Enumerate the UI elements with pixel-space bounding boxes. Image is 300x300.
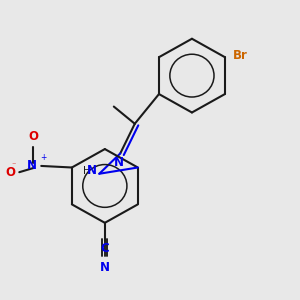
- Text: N: N: [87, 164, 97, 177]
- Text: N: N: [100, 261, 110, 274]
- Text: O: O: [28, 130, 38, 143]
- Text: Br: Br: [233, 49, 248, 62]
- Text: ⁻: ⁻: [12, 161, 16, 170]
- Text: O: O: [5, 166, 15, 179]
- Text: +: +: [40, 153, 46, 162]
- Text: N: N: [114, 156, 124, 169]
- Text: H: H: [83, 166, 91, 176]
- Text: C: C: [100, 242, 109, 256]
- Text: N: N: [27, 159, 38, 172]
